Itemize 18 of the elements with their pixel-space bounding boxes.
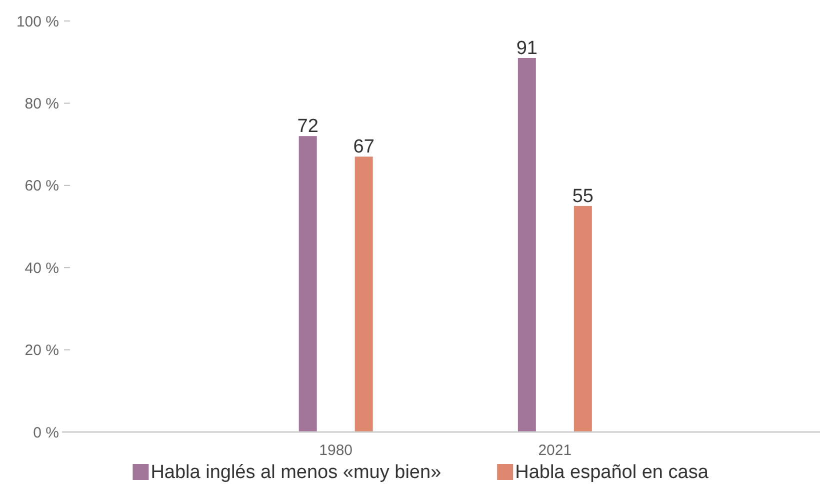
bar <box>298 136 317 432</box>
y-tick-label: 40 % <box>24 260 59 277</box>
y-tick-label: 100 % <box>16 13 59 30</box>
data-label: 67 <box>353 136 374 158</box>
legend-label: Habla inglés al menos «muy bien» <box>150 462 442 483</box>
data-label: 55 <box>572 186 594 207</box>
y-tick-label: 20 % <box>24 342 59 360</box>
x-tick-label: 2021 <box>538 442 572 459</box>
legend-label: Habla español en casa <box>515 462 709 483</box>
y-tick-label: 0 % <box>33 424 59 442</box>
y-tick-label: 60 % <box>24 178 59 195</box>
data-label: 72 <box>297 116 318 138</box>
bar <box>518 58 536 432</box>
y-tick-label: 80 % <box>24 95 59 112</box>
bar <box>354 156 373 432</box>
x-tick-label: 1980 <box>319 442 353 459</box>
bar <box>574 206 592 432</box>
data-label: 91 <box>516 38 538 59</box>
